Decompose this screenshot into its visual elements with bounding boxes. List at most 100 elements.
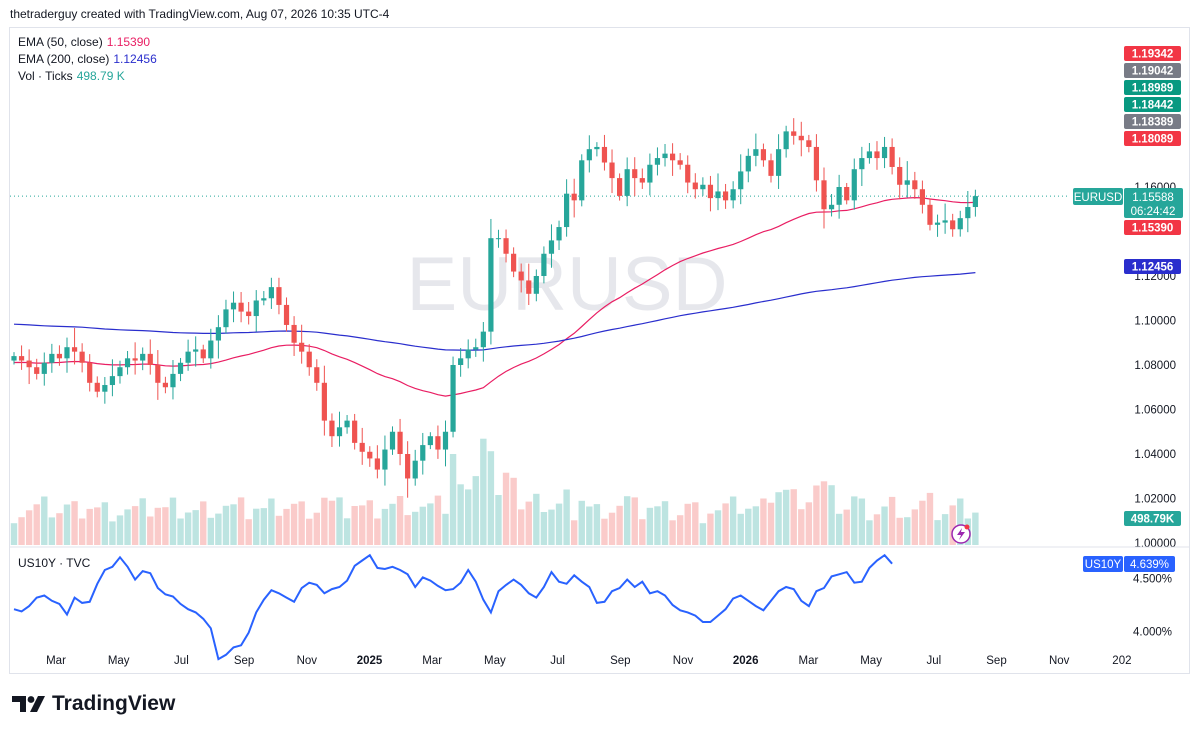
candle-body <box>919 189 925 205</box>
candle-body <box>41 362 47 374</box>
candle-body <box>654 158 661 165</box>
volume-bar <box>941 514 949 545</box>
legend-ema50-label: EMA (50, close) <box>18 35 103 49</box>
legend-volume[interactable]: Vol · Ticks 498.79 K <box>18 68 125 85</box>
volume-bar <box>457 484 464 545</box>
time-axis-tick: May <box>484 655 506 667</box>
volume-bar <box>578 500 585 545</box>
candle-body <box>117 367 123 377</box>
candle-body <box>685 164 691 183</box>
tradingview-logo[interactable]: TradingView <box>12 692 175 716</box>
ema50-axis-box <box>1124 220 1181 235</box>
candle-body <box>495 238 502 240</box>
volume-bar <box>533 493 540 545</box>
volume-bar <box>381 508 389 545</box>
candle-body <box>71 347 78 352</box>
candle-body <box>601 146 608 163</box>
candle-body <box>87 362 93 383</box>
candle-body <box>632 169 638 179</box>
candle-body <box>124 358 131 368</box>
candle-body <box>927 204 933 225</box>
legend-ema200[interactable]: EMA (200, close) 1.12456 <box>18 51 157 68</box>
candle-body <box>26 360 32 368</box>
price-label-box <box>1124 80 1181 95</box>
candle-body <box>329 420 335 437</box>
candle-body <box>503 238 509 254</box>
volume-bar <box>336 497 343 545</box>
volume-bar <box>525 501 532 545</box>
volume-bar <box>502 472 510 545</box>
candle-body <box>533 276 539 294</box>
candle-body <box>972 196 978 208</box>
candle-body <box>564 193 570 228</box>
volume-bar <box>359 505 366 545</box>
ema200-axis-box <box>1124 259 1181 274</box>
candle-body <box>215 327 221 341</box>
volume-bar <box>184 512 192 545</box>
price-label-box <box>1124 46 1181 61</box>
volume-bar <box>412 511 419 545</box>
candle-body <box>707 184 714 199</box>
candle-body <box>321 382 327 421</box>
last-price-value: 1.15588 <box>1132 192 1174 204</box>
candle-body <box>957 218 963 230</box>
candle-body <box>473 347 479 350</box>
candle-body <box>230 302 237 310</box>
time-axis-tick: 202 <box>1112 655 1131 667</box>
volume-bar <box>510 477 517 545</box>
candle-body <box>548 240 555 254</box>
last-price-box <box>1124 188 1183 218</box>
ema200-line <box>13 272 976 351</box>
candle-body <box>79 351 85 363</box>
volume-bar <box>934 520 941 545</box>
volume-bar <box>177 518 184 545</box>
candle-body <box>11 356 17 361</box>
volume-bar <box>843 509 850 545</box>
price-axis-tick: 1.04000 <box>1134 449 1176 461</box>
volume-bar <box>200 501 207 545</box>
candle-body <box>336 427 343 437</box>
volume-bar <box>851 496 858 545</box>
volume-bar <box>33 504 40 545</box>
candle-body <box>140 353 146 361</box>
candle-body <box>844 187 850 201</box>
volume-bar <box>699 523 707 545</box>
candle-body <box>306 351 312 368</box>
volume-bar <box>798 509 805 545</box>
volume-bar <box>654 506 661 545</box>
volume-bar <box>911 509 919 545</box>
candle-body <box>798 135 804 141</box>
legend-ema50[interactable]: EMA (50, close) 1.15390 <box>18 34 150 51</box>
candle-body <box>821 180 827 210</box>
candle-body <box>367 451 373 459</box>
volume-bar <box>154 507 162 545</box>
volume-bar <box>881 506 888 545</box>
candle-body <box>442 431 449 450</box>
legend-ema200-value: 1.12456 <box>113 52 157 66</box>
candle-body <box>692 182 698 190</box>
price-label-text: 1.18389 <box>1132 117 1174 129</box>
volume-bar <box>427 503 434 545</box>
volume-bar <box>116 515 124 545</box>
us10y-legend[interactable]: US10Y · TVC <box>18 556 91 570</box>
candle-body <box>359 442 365 452</box>
candle-body <box>617 178 623 196</box>
volume-bar <box>94 507 101 545</box>
candle-body <box>904 180 910 185</box>
price-axis-tick: 1.06000 <box>1134 405 1176 417</box>
candle-body <box>276 287 282 305</box>
volume-bar <box>131 506 139 545</box>
ema50-line <box>13 196 976 397</box>
candle-body <box>791 131 797 136</box>
candle-body <box>571 193 577 201</box>
us10y-last-box <box>1124 556 1175 572</box>
candle-body <box>208 340 214 359</box>
volume-bar <box>752 506 760 545</box>
candle-body <box>465 349 471 359</box>
volume-bar <box>101 502 109 545</box>
candle-body <box>768 160 774 176</box>
candle-body <box>594 146 600 150</box>
candle-body <box>56 353 63 359</box>
candle-body <box>965 207 971 219</box>
